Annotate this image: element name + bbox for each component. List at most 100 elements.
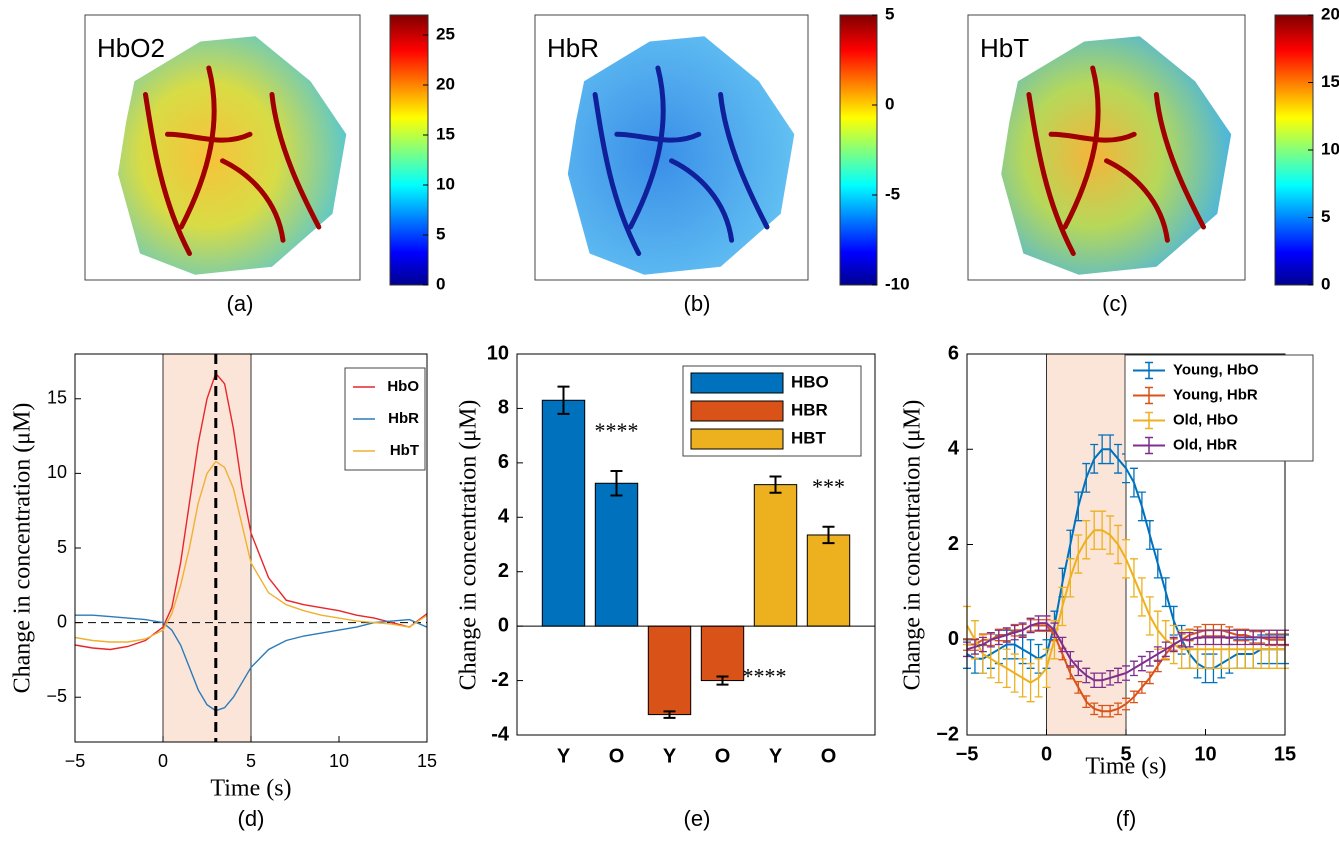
legend-label: Young, HbR <box>1173 386 1258 403</box>
series-line <box>966 448 1285 670</box>
x-tick-label: Y <box>663 745 677 767</box>
legend-label: HbT <box>390 442 419 459</box>
vessel <box>269 92 322 230</box>
image-title: HbO2 <box>97 33 165 63</box>
series-line <box>966 622 1285 682</box>
y-tick-label: 4 <box>498 506 510 528</box>
vessel <box>1062 65 1101 230</box>
vessel <box>592 92 642 256</box>
vessel <box>165 131 253 143</box>
series-line <box>966 529 1285 684</box>
colorbar-tick-label: -5 <box>885 184 900 203</box>
bar <box>753 484 798 627</box>
colorbar-tick-label: 25 <box>436 24 455 43</box>
stimulus-shade <box>162 353 252 743</box>
caption: (c) <box>1102 291 1128 316</box>
y-tick-label: 8 <box>498 397 509 419</box>
y-tick-label: -4 <box>491 723 510 745</box>
caption: (e) <box>684 806 711 831</box>
x-axis-label: Time (s) <box>1085 754 1166 780</box>
x-tick-label: 5 <box>1120 743 1131 765</box>
y-tick-label: 0 <box>948 628 959 650</box>
x-tick-label: Y <box>769 745 783 767</box>
vessel <box>1048 131 1137 143</box>
colorbar-tick-label: 0 <box>1321 274 1330 293</box>
vessel <box>669 158 735 243</box>
colorbar <box>1274 14 1314 286</box>
plot-frame <box>516 353 876 736</box>
colorbar-tick-label: -10 <box>885 274 910 293</box>
legend-label: Young, HbO <box>1173 361 1259 378</box>
vessel <box>143 92 192 256</box>
x-tick-label: O <box>609 745 625 767</box>
x-axis-label: Time (s) <box>210 776 291 802</box>
x-tick-label: 10 <box>329 751 349 771</box>
legend-label: Old, HbO <box>1173 411 1238 428</box>
bar <box>541 399 586 627</box>
legend-label: HbR <box>388 410 419 427</box>
legend-errorbar <box>1145 411 1153 430</box>
significance: *** <box>812 474 845 499</box>
colorbar-tick-label: 0 <box>436 274 445 293</box>
legend-errorbar <box>1145 361 1153 380</box>
vessel <box>178 65 217 230</box>
y-axis-label: Change in concentration (μM) <box>900 400 926 691</box>
legend-errorbar <box>1145 436 1153 455</box>
bar <box>647 625 692 716</box>
x-tick-label: 15 <box>1274 743 1296 765</box>
error-bar <box>663 710 676 719</box>
x-tick-label: O <box>715 745 731 767</box>
y-tick-label: 0 <box>498 614 509 636</box>
y-tick-label: -2 <box>491 669 509 691</box>
error-bar <box>822 525 835 545</box>
colorbar-tick-label: 5 <box>885 4 894 23</box>
legend-swatch <box>690 400 784 422</box>
image-title: HbR <box>547 33 599 63</box>
colorbar-tick-label: 10 <box>436 174 455 193</box>
colorbar-tick-label: 5 <box>1321 207 1330 226</box>
bar <box>594 482 639 627</box>
bar <box>700 625 745 682</box>
legend-swatch <box>690 372 784 394</box>
bar <box>806 534 851 627</box>
y-tick-label: 10 <box>487 342 509 364</box>
x-tick-label: Y <box>557 745 571 767</box>
caption: (f) <box>1116 806 1137 831</box>
colorbar-tick-label: 20 <box>436 74 455 93</box>
y-tick-label: 0 <box>57 611 67 631</box>
plot-frame <box>74 353 428 743</box>
y-axis-label: Change in concentration (μM) <box>456 400 482 691</box>
legend-label: HbO <box>387 378 419 395</box>
y-tick-label: 5 <box>57 537 67 557</box>
x-tick-label: 15 <box>417 751 437 771</box>
error-bar <box>557 385 570 415</box>
caption: (b) <box>684 291 711 316</box>
y-axis-label: Change in concentration (μM) <box>10 403 36 694</box>
legend-label: Old, HbR <box>1173 436 1237 453</box>
colorbar <box>389 14 429 286</box>
legend-errorbar <box>1145 386 1153 405</box>
x-tick-label: 10 <box>1194 743 1216 765</box>
x-tick-label: 5 <box>246 751 256 771</box>
vessel <box>220 158 286 243</box>
x-tick-label: −5 <box>65 751 86 771</box>
vessel <box>1104 158 1170 243</box>
colorbar-tick-label: 20 <box>1321 4 1339 23</box>
vessel <box>614 131 702 143</box>
y-tick-label: 6 <box>498 451 509 473</box>
y-tick-label: −5 <box>46 686 67 706</box>
x-tick-label: 0 <box>1041 743 1052 765</box>
colorbar-tick-label: 0 <box>885 94 894 113</box>
y-tick-label: 15 <box>47 388 67 408</box>
y-tick-label: 4 <box>948 438 960 460</box>
x-tick-label: 0 <box>158 751 168 771</box>
series-line <box>74 460 428 643</box>
error-bar <box>769 475 782 494</box>
colorbar-tick-label: 10 <box>1321 139 1339 158</box>
y-tick-label: 2 <box>948 533 959 555</box>
x-tick-label: −5 <box>956 743 979 765</box>
legend-label: HBO <box>791 372 829 391</box>
colorbar-tick-label: 15 <box>436 124 455 143</box>
